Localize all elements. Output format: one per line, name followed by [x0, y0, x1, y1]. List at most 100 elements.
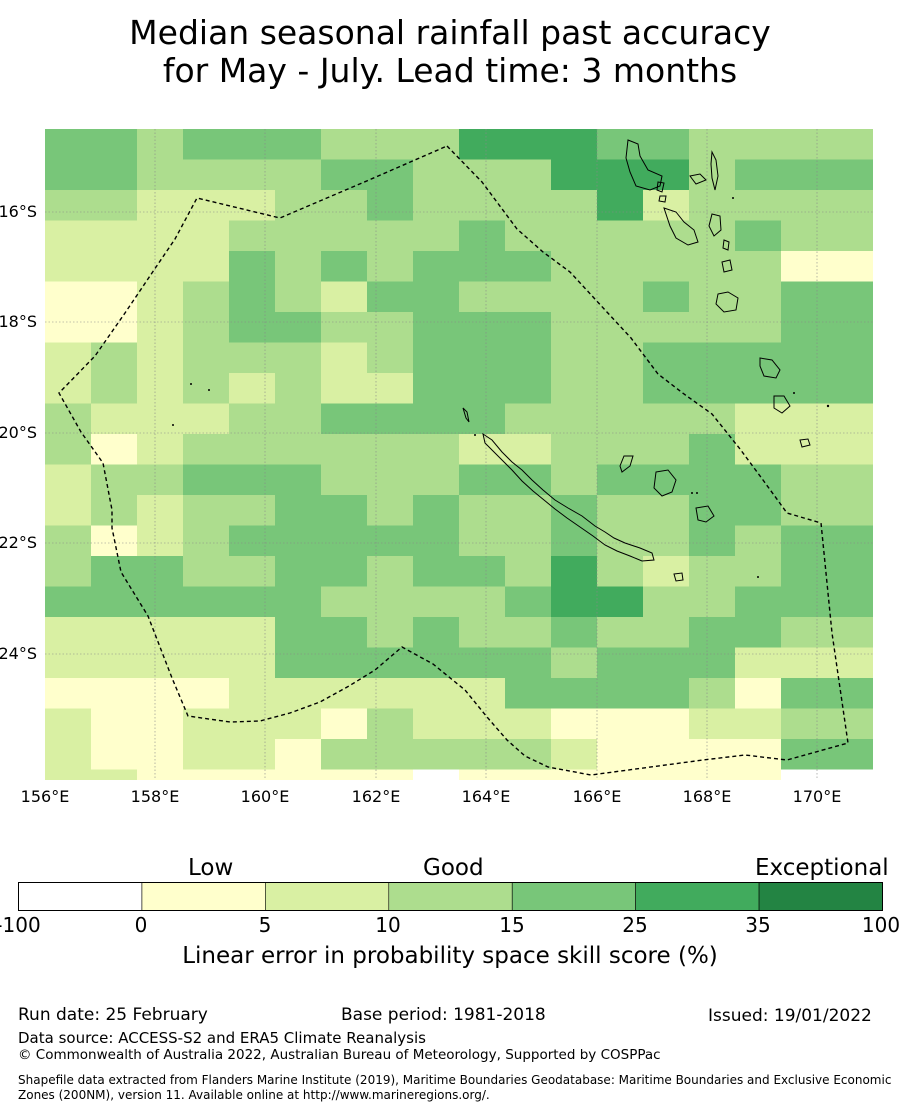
skill-cell: [137, 495, 184, 526]
skill-cell: [735, 495, 782, 526]
skill-cell: [505, 678, 552, 709]
skill-cell: [735, 739, 782, 770]
skill-cell: [321, 312, 368, 343]
skill-cell: [505, 617, 552, 648]
skill-cell: [735, 342, 782, 374]
skill-cell: [781, 434, 828, 465]
skill-cell: [597, 708, 644, 740]
skill-cell: [643, 708, 690, 740]
skill-cell: [413, 464, 460, 496]
skill-cell: [643, 434, 690, 465]
skill-cell: [827, 373, 873, 404]
skill-cell: [505, 495, 552, 526]
skill-cell: [321, 769, 368, 780]
skill-cell: [689, 464, 736, 496]
skill-cell: [689, 312, 736, 343]
skill-cell: [367, 403, 414, 435]
skill-cell: [183, 403, 230, 435]
skill-cell: [183, 190, 230, 221]
skill-cell: [275, 190, 322, 221]
skill-cell: [91, 220, 138, 252]
skill-cell: [45, 129, 92, 160]
skill-cell: [643, 312, 690, 343]
colorbar-category-exceptional: Exceptional: [755, 855, 889, 881]
skill-cell: [367, 647, 414, 679]
skill-cell: [183, 617, 230, 648]
skill-cell: [781, 495, 828, 526]
skill-cell: [505, 769, 552, 780]
skill-cell: [643, 129, 690, 160]
lon-tick-label: 156°E: [20, 787, 70, 806]
skill-cell: [459, 739, 506, 770]
colorbar-tick: 0: [134, 913, 148, 937]
skill-cell: [367, 342, 414, 374]
skill-cell: [459, 708, 506, 740]
skill-cell: [551, 434, 598, 465]
vanuatu-aneityum-island: [799, 438, 811, 448]
skill-cell: [45, 434, 92, 465]
skill-cell: [91, 190, 138, 221]
skill-cell: [597, 556, 644, 587]
colorbar-tick: -100: [0, 913, 41, 937]
skill-cell: [229, 373, 276, 404]
colorbar-segment: [511, 882, 636, 911]
skill-cell: [183, 495, 230, 526]
skill-cell: [367, 708, 414, 740]
skill-cell: [413, 678, 460, 709]
skill-cell: [459, 159, 506, 191]
skill-cell: [459, 251, 506, 282]
skill-cell: [551, 312, 598, 343]
skill-cell: [459, 464, 506, 496]
skill-cell: [827, 251, 873, 282]
skill-cell: [275, 434, 322, 465]
lon-tick-label: 168°E: [682, 787, 732, 806]
skill-cell: [827, 281, 873, 313]
skill-cell: [137, 769, 184, 780]
skill-cell: [459, 678, 506, 709]
skill-cell: [551, 617, 598, 648]
skill-cell: [367, 556, 414, 587]
skill-cell: [459, 281, 506, 313]
island-dots: [172, 197, 830, 578]
skill-cell: [735, 708, 782, 740]
skill-cell: [275, 708, 322, 740]
colorbar-segment: [388, 882, 513, 911]
skill-cell: [367, 129, 414, 160]
skill-cell: [551, 373, 598, 404]
vanuatu-maewo-island: [710, 150, 719, 191]
skill-cell: [275, 678, 322, 709]
skill-cell: [45, 495, 92, 526]
base-period: Base period: 1981-2018: [341, 1005, 546, 1025]
skill-cell: [781, 251, 828, 282]
skill-cell: [321, 464, 368, 496]
skill-cell: [275, 281, 322, 313]
skill-cell: [689, 556, 736, 587]
skill-cell: [505, 647, 552, 679]
colorbar-category-good: Good: [423, 855, 484, 881]
lat-tick-label: 20°S: [0, 423, 37, 442]
skill-cell: [735, 190, 782, 221]
skill-cell: [827, 342, 873, 374]
skill-cell: [735, 251, 782, 282]
skill-cell: [413, 190, 460, 221]
skill-cell: [137, 373, 184, 404]
skill-cell: [413, 525, 460, 557]
skill-cell: [45, 525, 92, 557]
skill-cell: [689, 525, 736, 557]
skill-cell: [367, 434, 414, 465]
skill-cell: [91, 464, 138, 496]
skill-cell: [91, 495, 138, 526]
skill-cell: [137, 190, 184, 221]
skill-cell: [735, 159, 782, 191]
skill-cell: [781, 281, 828, 313]
skill-cell: [413, 159, 460, 191]
skill-cell: [275, 129, 322, 160]
skill-cell: [597, 678, 644, 709]
skill-cell: [643, 281, 690, 313]
skill-cell: [275, 586, 322, 618]
skill-cell: [91, 281, 138, 313]
skill-cell: [137, 312, 184, 343]
skill-cell: [183, 281, 230, 313]
skill-cell: [827, 708, 873, 740]
skill-cell: [505, 525, 552, 557]
